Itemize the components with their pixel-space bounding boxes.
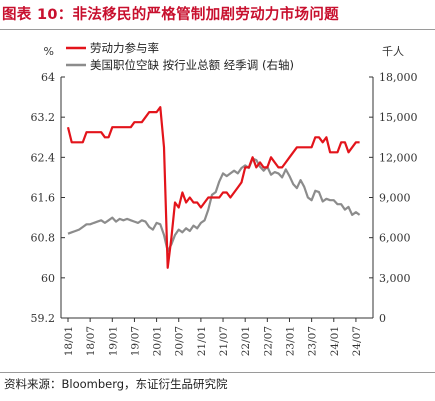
legend-label-job-openings: 美国职位空缺 按行业总额 经季调 (右轴) bbox=[90, 58, 294, 72]
right-tick-label: 0 bbox=[379, 312, 386, 325]
legend-label-participation: 劳动力参与率 bbox=[90, 41, 159, 55]
series-layer bbox=[66, 105, 361, 269]
left-tick-label: 60 bbox=[41, 272, 55, 285]
x-tick-label: 24/07 bbox=[351, 326, 363, 356]
x-tick-label: 19/07 bbox=[129, 326, 141, 356]
left-axis-unit: % bbox=[44, 45, 54, 58]
x-tick-label: 24/01 bbox=[329, 326, 341, 356]
x-tick-label: 22/07 bbox=[262, 326, 274, 356]
title-divider bbox=[0, 29, 435, 30]
left-tick-label: 61.6 bbox=[31, 192, 56, 205]
x-tick-label: 23/01 bbox=[284, 326, 296, 356]
source-note: 资料来源：Bloomberg，东证衍生品研究院 bbox=[4, 377, 228, 391]
left-tick-label: 62.4 bbox=[31, 151, 56, 164]
dual-axis-line-chart: % 千人 64 63.2 62.4 61.6 60.8 60 59.2 18,000 15,000 1… bbox=[31, 41, 418, 356]
x-tick-label: 21/07 bbox=[218, 326, 230, 356]
right-tick-label: 15,000 bbox=[379, 111, 418, 124]
left-tick-label: 60.8 bbox=[31, 232, 56, 245]
job-openings-line bbox=[67, 157, 361, 253]
right-tick-label: 12,000 bbox=[379, 151, 418, 164]
x-tick-label: 22/01 bbox=[240, 326, 252, 356]
right-tick-label: 18,000 bbox=[379, 71, 418, 84]
figure-title: 图表 10：非法移民的严格管制加剧劳动力市场问题 bbox=[2, 7, 339, 23]
axes: % 千人 64 63.2 62.4 61.6 60.8 60 59.2 18,000 15,000 1… bbox=[31, 45, 418, 356]
x-tick-label: 21/01 bbox=[196, 326, 208, 356]
legend: 劳动力参与率 美国职位空缺 按行业总额 经季调 (右轴) bbox=[66, 41, 294, 72]
right-tick-label: 9,000 bbox=[379, 192, 411, 205]
x-tick-label: 20/07 bbox=[174, 326, 186, 356]
right-tick-label: 6,000 bbox=[379, 232, 411, 245]
left-tick-label: 59.2 bbox=[31, 312, 56, 325]
left-tick-label: 64 bbox=[41, 71, 55, 84]
right-axis-unit: 千人 bbox=[382, 45, 404, 58]
x-tick-label: 18/01 bbox=[63, 326, 75, 356]
left-tick-label: 63.2 bbox=[31, 111, 56, 124]
x-tick-label: 23/07 bbox=[307, 326, 319, 356]
participation-rate-line bbox=[66, 105, 360, 269]
x-tick-label: 18/07 bbox=[85, 326, 97, 356]
x-tick-label: 19/01 bbox=[107, 326, 119, 356]
source-divider bbox=[0, 372, 435, 373]
right-tick-label: 3,000 bbox=[379, 272, 411, 285]
x-tick-label: 20/01 bbox=[152, 326, 164, 356]
